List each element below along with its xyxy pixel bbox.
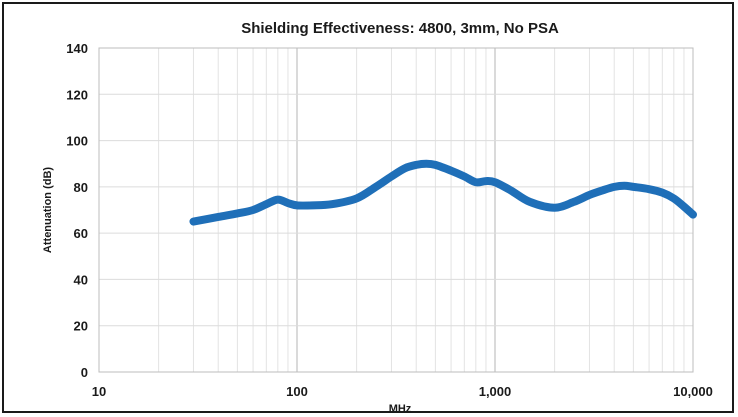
major-gridlines [98, 47, 694, 373]
y-tick-label: 140 [66, 41, 88, 56]
y-tick-label: 40 [74, 272, 88, 287]
y-tick-label: 0 [81, 365, 88, 380]
x-tick-label: 1,000 [479, 384, 512, 399]
line-chart: Shielding Effectiveness: 4800, 3mm, No P… [42, 20, 713, 415]
y-tick-label: 80 [74, 180, 88, 195]
x-tick-label: 10,000 [673, 384, 713, 399]
y-axis-title: Attenuation (dB) [42, 167, 54, 253]
x-axis-title: MHz [389, 403, 412, 415]
y-axis-ticks: 0 20 40 60 80 100 120 140 [66, 41, 88, 380]
minor-gridlines [158, 48, 685, 372]
x-tick-label: 100 [286, 384, 308, 399]
x-axis-ticks: 10 100 1,000 10,000 [92, 384, 713, 399]
chart-title: Shielding Effectiveness: 4800, 3mm, No P… [241, 20, 559, 37]
plot-area-border [98, 47, 694, 373]
y-tick-label: 100 [66, 134, 88, 149]
y-tick-label: 120 [66, 87, 88, 102]
series-line [189, 159, 697, 226]
y-tick-label: 60 [74, 226, 88, 241]
y-tick-label: 20 [74, 319, 88, 334]
x-tick-label: 10 [92, 384, 106, 399]
